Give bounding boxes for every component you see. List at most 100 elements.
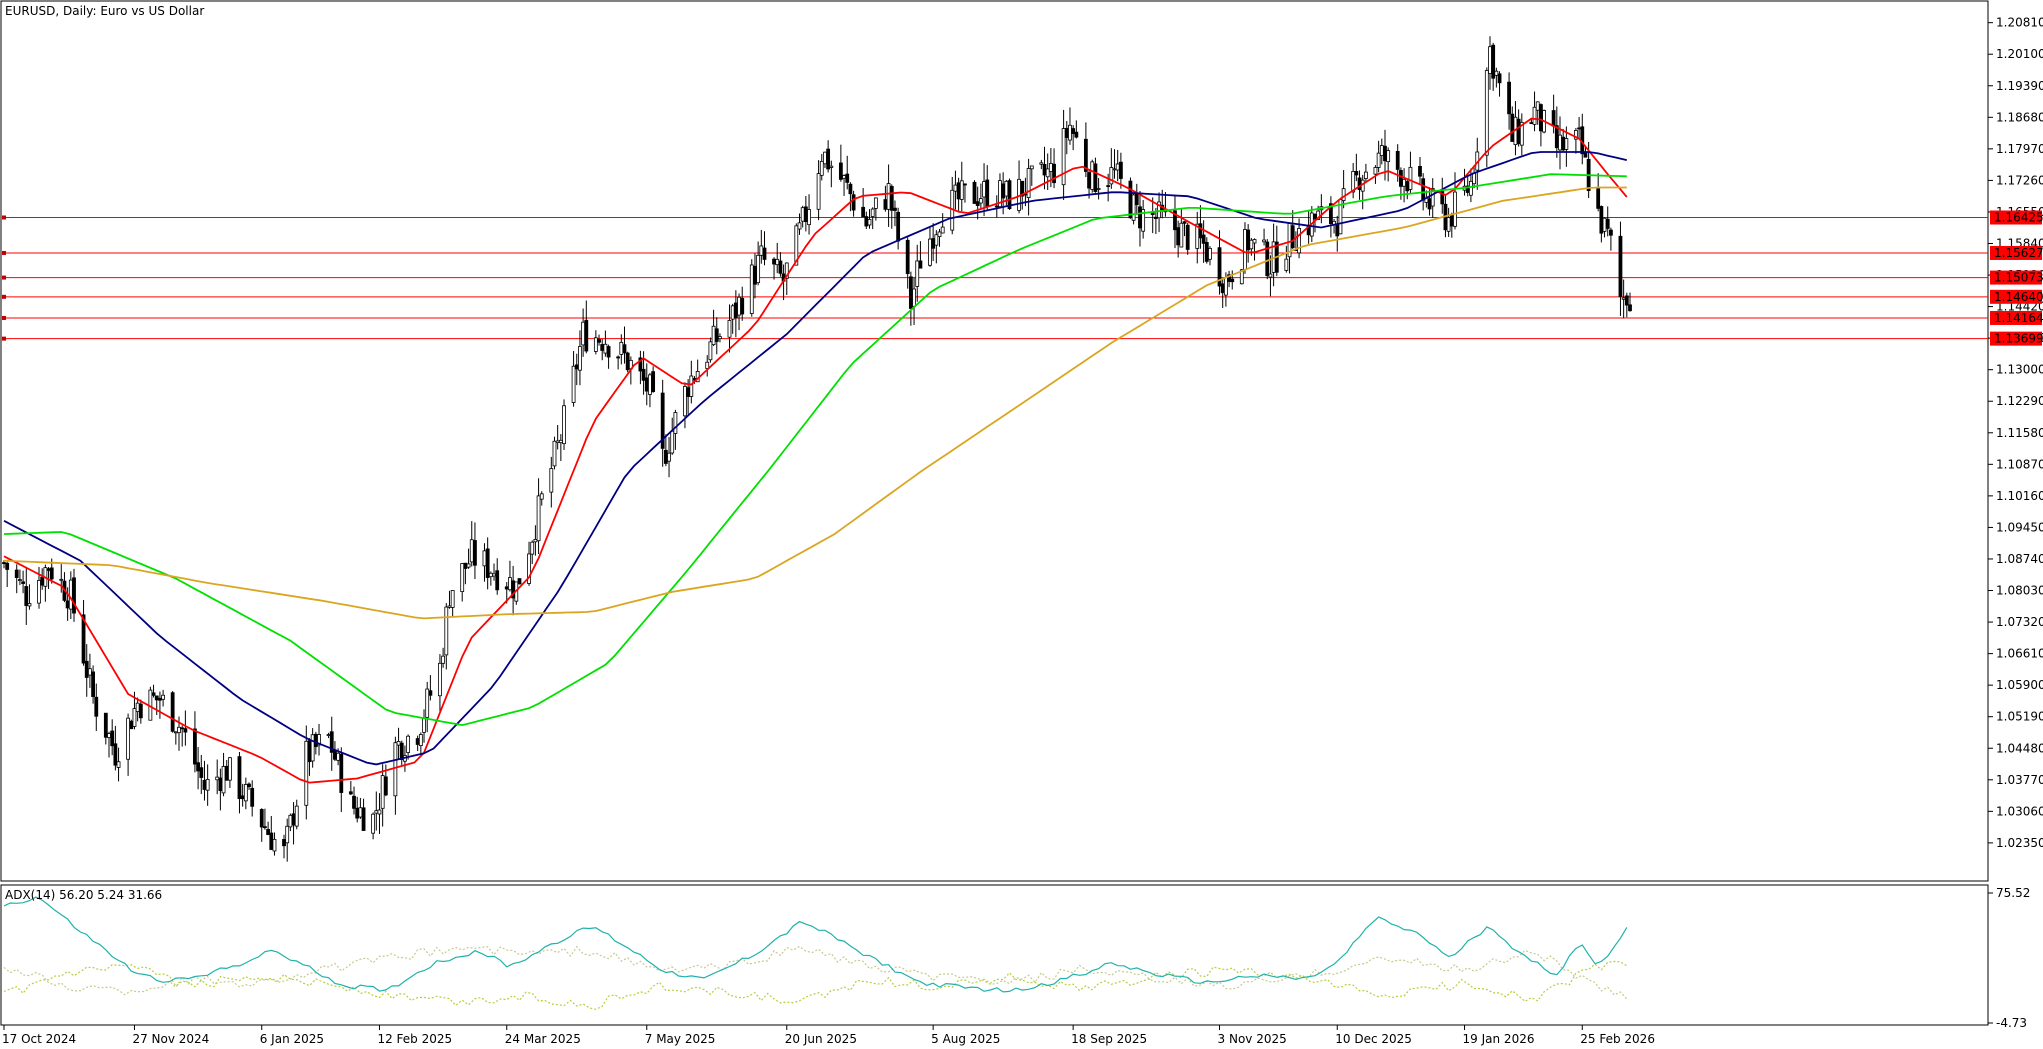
candle-body (1252, 239, 1257, 244)
candle-body (1379, 145, 1384, 156)
candle-body (406, 735, 411, 753)
candle-body (103, 712, 108, 738)
candle-body (1430, 188, 1435, 207)
candle-body (842, 175, 846, 179)
candle-body (1507, 81, 1511, 115)
candle-body (504, 586, 509, 590)
candle-body (816, 173, 821, 210)
candle-body (377, 809, 382, 815)
adx-pane[interactable]: ADX(14) 56.20 5.24 31.66 (0, 884, 1989, 1026)
candle-body (84, 660, 89, 678)
candle-body (1529, 122, 1534, 124)
price-tick-label: 1.17260 (1996, 173, 2043, 187)
candle-body (803, 206, 808, 223)
candle-body (1204, 241, 1209, 262)
candle-body (571, 365, 576, 403)
candle-body (14, 569, 19, 578)
candle-body (113, 743, 118, 766)
candle-body (21, 581, 25, 584)
time-tick-label: 17 Oct 2024 (2, 1032, 76, 1046)
price-tick-label: 1.19390 (1996, 79, 2043, 93)
price-tick-label: 1.12290 (1996, 394, 2043, 408)
price-tick-label: 1.03770 (1996, 773, 2043, 787)
candle-body (775, 258, 780, 266)
candle-body (1497, 73, 1502, 84)
candle-body (59, 578, 64, 581)
candle-body (1621, 297, 1626, 300)
candle-body (1007, 180, 1012, 210)
candle-body (329, 731, 334, 753)
candle-body (800, 207, 805, 222)
candle-body (864, 216, 869, 227)
candle-body (1039, 162, 1044, 165)
candle-body (670, 430, 675, 454)
candle-body (158, 697, 162, 701)
level-handle[interactable] (2, 275, 6, 280)
candle-body (269, 832, 274, 850)
level-handle[interactable] (2, 336, 6, 341)
level-handle[interactable] (2, 315, 6, 320)
level-handle[interactable] (2, 215, 6, 220)
candle-body (196, 762, 201, 772)
candle-body (689, 375, 694, 397)
candle-body (1176, 227, 1181, 246)
candle-body (110, 730, 115, 747)
candle-body (740, 297, 745, 315)
price-tick-label: 1.07320 (1996, 615, 2043, 629)
candle-body (838, 162, 843, 180)
candle-body (1064, 127, 1069, 139)
level-handle[interactable] (2, 250, 6, 255)
candle-body (1354, 170, 1359, 176)
candle-body (425, 688, 430, 718)
candle-body (380, 775, 385, 809)
candle-body (1558, 134, 1562, 151)
time-tick-label: 12 Feb 2025 (377, 1032, 452, 1046)
candle-body (1351, 171, 1356, 193)
candle-body (40, 576, 45, 586)
candle-body (177, 726, 181, 734)
candle-body (1029, 165, 1034, 170)
candle-body (934, 234, 939, 246)
price-pane[interactable]: EURUSD, Daily: Euro vs US Dollar (0, 0, 1989, 882)
candle-body (1138, 206, 1142, 229)
candle-body (1153, 216, 1158, 219)
candle-body (1386, 150, 1391, 163)
candle-body (883, 199, 888, 210)
candle-body (1198, 223, 1203, 239)
candle-body (72, 577, 76, 614)
candle-body (1583, 151, 1588, 158)
candle-body (759, 245, 764, 256)
candle-body (68, 579, 73, 610)
candle-body (985, 179, 990, 207)
candle-body (928, 238, 932, 266)
candle-body (88, 668, 92, 676)
candle-body (978, 198, 983, 204)
candle-body (756, 254, 761, 284)
level-handle[interactable] (2, 294, 6, 299)
candle-body (558, 439, 563, 444)
candle-body (1405, 181, 1410, 192)
level-price-label: 1.14640 (1994, 290, 2043, 304)
candle-body (1328, 203, 1333, 225)
candle-body (81, 614, 86, 664)
time-tick-label: 7 May 2025 (645, 1032, 716, 1046)
candle-body (1316, 210, 1321, 220)
price-tick-label: 1.20810 (1996, 16, 2043, 30)
candle-body (151, 692, 156, 696)
level-price-label: 1.14164 (1994, 311, 2043, 325)
candle-body (603, 343, 608, 354)
price-tick-label: 1.08740 (1996, 552, 2043, 566)
candle-body (918, 260, 923, 269)
candle-body (1074, 131, 1079, 138)
candle-body (829, 165, 834, 168)
candle-body (940, 226, 945, 234)
candle-body (581, 321, 586, 346)
candle-body (24, 586, 29, 606)
adx-axis-max: 75.52 (1996, 886, 2030, 900)
candle-body (317, 734, 321, 746)
candle-body (1087, 172, 1091, 189)
candle-body (396, 741, 401, 746)
candle-body (1596, 188, 1601, 209)
candle-body (218, 777, 223, 791)
candle-body (310, 734, 315, 762)
